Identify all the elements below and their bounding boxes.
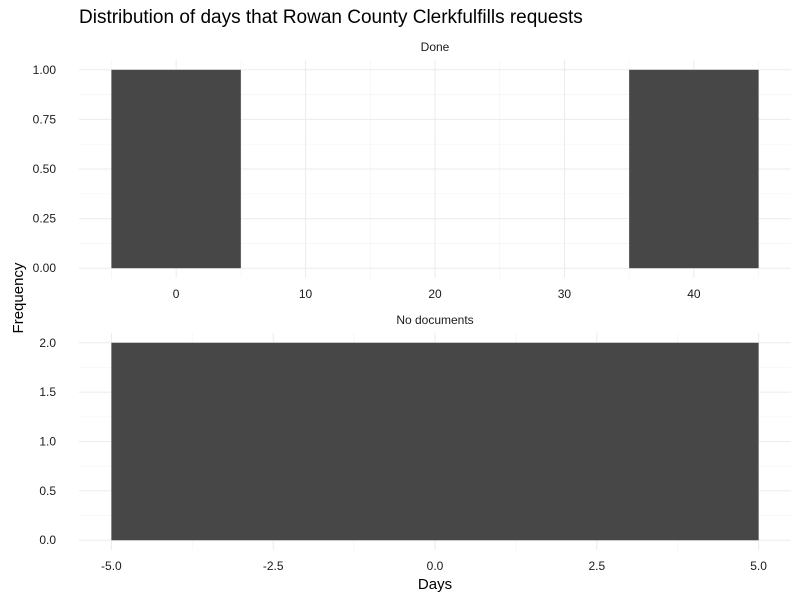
facet-panel-1: Done 0 10 20 30 40 0.00 0.25 0.50 0.75 1.00 [33,40,791,301]
y-tick-label: 0.5 [39,484,56,498]
x-tick-label: 10 [299,287,313,301]
histogram-bar [629,69,759,269]
x-tick-label: 0 [173,287,180,301]
x-axis-title: Days [418,576,452,593]
x-tick-label: -5.0 [101,559,122,573]
y-tick-label: 1.00 [33,63,57,77]
x-tick-label: 40 [687,287,701,301]
facet-panels: Done 0 10 20 30 40 0.00 0.25 0.50 0.75 1.00 No docu… [33,40,791,573]
y-tick-label: 1.5 [39,385,56,399]
x-tick-label: 20 [428,287,442,301]
x-tick-label: 0.0 [427,559,444,573]
y-tick-label: 0.25 [33,212,57,226]
y-tick-label: 0.75 [33,112,57,126]
facet-strip-label: Done [421,40,450,54]
y-tick-label: 2.0 [39,336,56,350]
x-tick-label: -2.5 [263,559,284,573]
histogram-bar [111,69,241,269]
facet-panel-2: No documents -5.0 -2.5 0.0 2.5 5.0 0.0 0.5 1.0 1.… [39,313,791,573]
y-tick-label: 0.50 [33,162,57,176]
facet-strip-label: No documents [396,313,473,327]
x-tick-label: 2.5 [588,559,605,573]
x-tick-label: 5.0 [750,559,767,573]
y-tick-label: 0.00 [33,261,57,275]
chart-title: Distribution of days that Rowan County C… [79,7,583,28]
histogram-bar [111,342,759,541]
y-axis-title: Frequency [10,262,27,333]
y-tick-label: 0.0 [39,533,56,547]
y-tick-label: 1.0 [39,435,56,449]
x-tick-label: 30 [558,287,572,301]
